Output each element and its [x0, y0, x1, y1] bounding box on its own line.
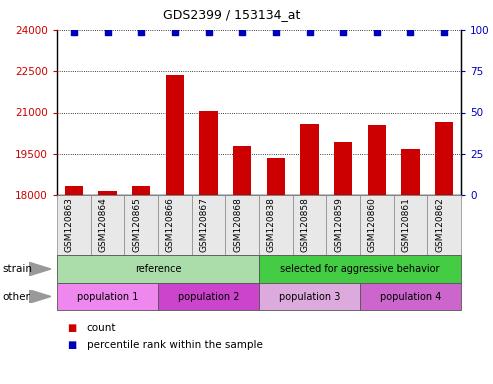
Text: GSM120864: GSM120864 — [99, 197, 107, 252]
Text: reference: reference — [135, 264, 181, 274]
Text: GSM120865: GSM120865 — [132, 197, 141, 252]
Text: percentile rank within the sample: percentile rank within the sample — [87, 340, 262, 350]
Text: population 3: population 3 — [279, 291, 340, 301]
Bar — [360, 283, 461, 310]
Text: GSM120858: GSM120858 — [301, 197, 310, 252]
Bar — [132, 187, 150, 384]
Bar — [334, 142, 352, 384]
Text: population 2: population 2 — [178, 291, 239, 301]
Text: selected for aggressive behavior: selected for aggressive behavior — [280, 264, 440, 274]
Bar — [65, 186, 83, 384]
Point — [171, 28, 179, 35]
Text: GSM120863: GSM120863 — [65, 197, 74, 252]
Bar — [401, 149, 420, 384]
Bar — [158, 283, 259, 310]
Point — [272, 28, 280, 35]
Bar — [394, 195, 427, 255]
Text: GSM120867: GSM120867 — [200, 197, 209, 252]
Bar — [259, 255, 461, 283]
Point — [104, 28, 111, 35]
Point — [70, 28, 78, 35]
Point — [407, 28, 415, 35]
Bar — [233, 146, 251, 384]
Text: GDS2399 / 153134_at: GDS2399 / 153134_at — [163, 8, 300, 21]
Bar — [267, 157, 285, 384]
Text: population 1: population 1 — [77, 291, 138, 301]
Bar — [98, 190, 117, 384]
Text: count: count — [87, 323, 116, 333]
Bar — [360, 195, 394, 255]
Bar — [57, 255, 259, 283]
Text: other: other — [2, 291, 31, 301]
Text: GSM120861: GSM120861 — [401, 197, 411, 252]
Text: GSM120866: GSM120866 — [166, 197, 175, 252]
Text: strain: strain — [2, 264, 33, 274]
Point — [238, 28, 246, 35]
Bar — [57, 283, 158, 310]
Bar — [192, 195, 225, 255]
Bar — [293, 195, 326, 255]
Bar — [326, 195, 360, 255]
Bar — [158, 195, 192, 255]
Text: GSM120862: GSM120862 — [435, 197, 444, 252]
Point — [306, 28, 314, 35]
Point — [205, 28, 212, 35]
Text: GSM120868: GSM120868 — [233, 197, 242, 252]
Bar — [225, 195, 259, 255]
Bar — [368, 124, 386, 384]
Bar — [435, 122, 454, 384]
Text: population 4: population 4 — [380, 291, 441, 301]
Point — [440, 28, 448, 35]
Bar — [91, 195, 124, 255]
Text: GSM120838: GSM120838 — [267, 197, 276, 252]
Point — [339, 28, 347, 35]
Point — [137, 28, 145, 35]
Text: ■: ■ — [67, 323, 76, 333]
Bar — [300, 124, 319, 384]
Polygon shape — [29, 262, 51, 276]
Bar — [57, 195, 91, 255]
Bar — [124, 195, 158, 255]
Point — [373, 28, 381, 35]
Text: ■: ■ — [67, 340, 76, 350]
Text: GSM120860: GSM120860 — [368, 197, 377, 252]
Polygon shape — [29, 290, 51, 303]
Bar — [199, 111, 218, 384]
Bar — [166, 74, 184, 384]
Text: GSM120859: GSM120859 — [334, 197, 343, 252]
Bar — [427, 195, 461, 255]
Bar — [259, 195, 293, 255]
Bar — [259, 283, 360, 310]
